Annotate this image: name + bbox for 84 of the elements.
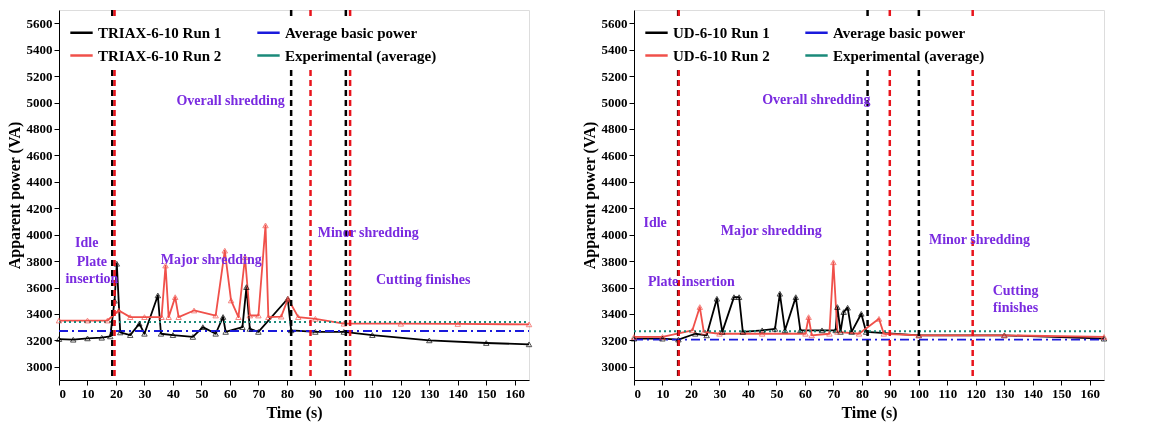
legend-label: Experimental (average)	[285, 47, 437, 65]
x-tick-label: 120	[391, 385, 412, 401]
y-tick-label: 4800	[601, 121, 628, 137]
x-tick-label: 30	[713, 385, 727, 401]
x-tick-label: 0	[59, 385, 66, 401]
y-tick-label: 3200	[26, 332, 53, 348]
x-tick-label: 140	[448, 385, 469, 401]
x-tick-label: 90	[309, 385, 323, 401]
legend-label: TRIAX-6-10 Run 1	[98, 24, 222, 41]
y-tick-label: 3000	[26, 359, 53, 375]
y-tick-label: 3800	[26, 253, 53, 269]
y-tick-label: 4600	[601, 147, 628, 163]
x-tick-label: 40	[166, 385, 180, 401]
annotation: Cutting finishes	[375, 272, 472, 288]
y-tick-label: 3600	[601, 280, 628, 295]
legend-label: TRIAX-6-10 Run 2	[98, 47, 222, 64]
legend-label: Average basic power	[833, 24, 966, 41]
x-tick-label: 130	[420, 385, 440, 401]
y-axis-title: Apparent power (VA)	[580, 121, 599, 270]
x-tick-label: 80	[855, 385, 869, 401]
y-tick-label: 4200	[26, 200, 53, 216]
y-tick-label: 5200	[601, 68, 628, 84]
x-tick-label: 20	[684, 385, 698, 401]
x-tick-label: 150	[1052, 385, 1072, 401]
legend-label: UD-6-10 Run 2	[673, 47, 770, 64]
x-tick-label: 50	[770, 385, 784, 401]
y-tick-label: 5600	[26, 15, 53, 31]
y-tick-label: 3400	[601, 306, 628, 322]
x-tick-label: 10	[656, 385, 670, 401]
annotation: Minor shredding	[317, 225, 419, 241]
y-tick-label: 5000	[601, 95, 628, 110]
annotation: Major shredding	[720, 223, 822, 239]
y-tick-label: 4600	[26, 147, 53, 163]
annotation: Overall shredding	[176, 93, 285, 109]
annotation: Minor shredding	[928, 232, 1030, 248]
x-tick-label: 40	[741, 385, 755, 401]
x-tick-label: 60	[223, 385, 237, 401]
x-tick-label: 0	[634, 385, 641, 401]
x-tick-label: 10	[81, 385, 95, 401]
y-tick-label: 4200	[601, 200, 628, 216]
x-tick-label: 130	[995, 385, 1015, 401]
y-tick-label: 3800	[601, 253, 628, 269]
x-tick-label: 60	[798, 385, 812, 401]
annotation: Overall shredding	[762, 92, 871, 108]
x-tick-label: 90	[884, 385, 898, 401]
y-tick-label: 5000	[26, 95, 53, 110]
x-tick-label: 70	[827, 385, 841, 401]
y-tick-label: 4000	[26, 227, 53, 243]
y-tick-label: 3200	[601, 332, 628, 348]
legend-label: Experimental (average)	[833, 47, 985, 65]
x-axis-title: Time (s)	[266, 403, 323, 422]
x-tick-label: 120	[966, 385, 987, 401]
y-tick-label: 3000	[601, 359, 628, 375]
annotation: Cutting finishes	[992, 283, 1039, 316]
y-tick-label: 5200	[26, 68, 53, 84]
y-tick-label: 4800	[26, 121, 53, 137]
y-axis-title: Apparent power (VA)	[5, 121, 24, 270]
x-tick-label: 100	[909, 385, 930, 401]
x-tick-label: 50	[195, 385, 209, 401]
x-tick-label: 110	[363, 385, 383, 401]
y-tick-label: 4000	[601, 227, 628, 243]
x-tick-label: 30	[138, 385, 152, 401]
legend-label: Average basic power	[285, 24, 418, 41]
annotation: Plate insertion	[647, 274, 735, 290]
y-tick-label: 3600	[26, 280, 53, 295]
x-tick-label: 150	[477, 385, 497, 401]
x-tick-label: 20	[109, 385, 123, 401]
y-tick-label: 3400	[26, 306, 53, 322]
x-tick-label: 70	[252, 385, 266, 401]
y-tick-label: 4400	[26, 174, 53, 190]
x-tick-label: 160	[1080, 385, 1101, 401]
x-tick-label: 160	[505, 385, 526, 401]
legend-label: UD-6-10 Run 1	[673, 24, 770, 41]
x-tick-label: 80	[280, 385, 294, 401]
y-tick-label: 5400	[26, 42, 53, 58]
x-tick-label: 100	[334, 385, 355, 401]
annotation: Idle	[643, 215, 667, 231]
x-tick-label: 140	[1023, 385, 1044, 401]
y-tick-label: 4400	[601, 174, 628, 190]
y-tick-label: 5600	[601, 15, 628, 31]
y-tick-label: 5400	[601, 42, 628, 58]
annotation: Idle	[75, 235, 99, 251]
x-tick-label: 110	[938, 385, 958, 401]
x-axis-title: Time (s)	[841, 403, 898, 422]
